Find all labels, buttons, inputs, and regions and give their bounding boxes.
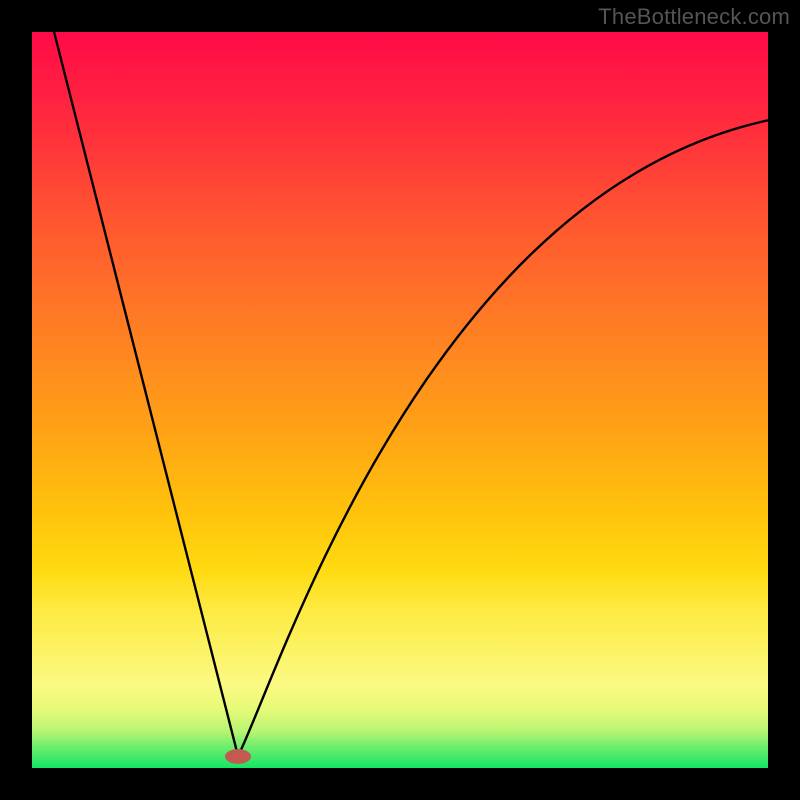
minimum-marker bbox=[225, 749, 251, 764]
bottleneck-curve bbox=[32, 32, 768, 768]
plot-area bbox=[32, 32, 768, 768]
chart-container: TheBottleneck.com bbox=[0, 0, 800, 800]
curve-path bbox=[54, 32, 768, 756]
watermark-text: TheBottleneck.com bbox=[598, 4, 790, 30]
